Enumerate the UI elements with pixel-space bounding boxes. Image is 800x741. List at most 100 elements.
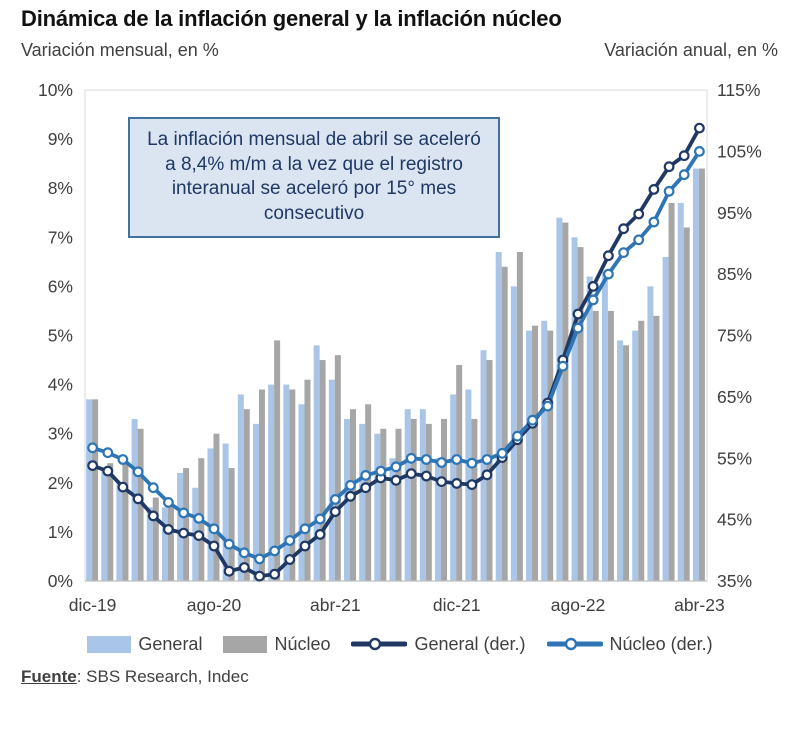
bar: [562, 222, 569, 581]
bar: [374, 433, 381, 581]
x-tick-label: abr-21: [310, 595, 361, 615]
bar: [441, 418, 447, 581]
bar: [268, 384, 275, 581]
data-point-marker: [633, 208, 645, 220]
y-right-tick-label: 115%: [717, 80, 760, 100]
data-point-marker: [238, 547, 250, 559]
source-text: : SBS Research, Indec: [76, 667, 249, 686]
bar: [577, 247, 584, 581]
data-point-marker: [527, 414, 538, 426]
nucleo-bar-swatch: [223, 635, 268, 653]
bar: [601, 271, 608, 581]
data-point-marker: [193, 530, 205, 541]
bar: [283, 384, 290, 581]
data-point-marker: [147, 510, 159, 522]
legend-marker: [369, 637, 382, 651]
data-point-marker: [314, 513, 326, 525]
bar: [380, 428, 387, 581]
data-point-marker: [360, 470, 372, 481]
bar: [662, 256, 669, 581]
markers-nucleo-der: [87, 145, 705, 565]
data-point-marker: [329, 506, 341, 518]
legend-item-nucleo: Núcleo: [223, 634, 330, 655]
bar: [617, 340, 624, 581]
y-right-tick-label: 95%: [717, 203, 752, 223]
bar: [456, 364, 463, 581]
bar: [450, 394, 457, 581]
bar: [425, 423, 432, 581]
data-point-marker: [405, 468, 417, 480]
y-left-tick-label: 8%: [48, 178, 73, 198]
legend-marker: [564, 637, 577, 651]
bar: [237, 394, 244, 581]
bar: [647, 286, 654, 581]
data-point-marker: [208, 523, 220, 535]
bar: [547, 330, 554, 581]
bar: [404, 409, 411, 581]
bar: [304, 379, 311, 581]
legend-label-general: General: [138, 633, 203, 654]
data-point-marker: [603, 250, 614, 262]
bar: [592, 310, 599, 581]
data-point-marker: [436, 457, 447, 468]
bar: [653, 315, 660, 581]
bar: [668, 202, 675, 581]
data-point-marker: [117, 481, 129, 493]
y-right-tick-label: 105%: [717, 141, 762, 161]
general-bar-swatch: [87, 635, 132, 653]
data-point-marker: [694, 145, 705, 157]
y-right-tick-label: 55%: [717, 448, 752, 468]
data-point-marker: [117, 454, 129, 465]
legend-item-nucleo-der: Núcleo (der.): [546, 633, 713, 655]
data-point-marker: [648, 183, 660, 195]
bar: [328, 379, 335, 581]
data-point-marker: [345, 479, 356, 491]
y-left-tick-label: 0%: [48, 571, 73, 591]
data-point-marker: [572, 308, 584, 320]
bar: [435, 458, 442, 581]
bar: [86, 399, 93, 581]
data-point-marker: [254, 570, 265, 582]
bar: [243, 409, 250, 581]
data-point-marker: [557, 360, 569, 372]
data-point-marker: [87, 442, 98, 454]
general-line-swatch: [351, 637, 408, 651]
bar: [410, 418, 417, 581]
data-point-marker: [178, 527, 190, 539]
data-point-marker: [678, 169, 690, 181]
bar: [571, 237, 578, 582]
data-point-marker: [162, 497, 174, 508]
y-right-tick-label: 75%: [717, 326, 752, 346]
annotation-box: La inflación mensual de abril se aceleró…: [128, 117, 500, 238]
data-point-marker: [694, 122, 705, 134]
data-point-marker: [132, 493, 144, 505]
legend-label-general-der: General (der.): [414, 633, 526, 654]
data-point-marker: [542, 400, 554, 412]
x-tick-label: ago-22: [551, 595, 606, 615]
data-point-marker: [481, 469, 493, 481]
data-point-marker: [102, 465, 114, 477]
right-axis-title: Variación anual, en %: [604, 40, 778, 60]
data-point-marker: [299, 540, 311, 552]
data-point-marker: [238, 562, 250, 573]
data-point-marker: [481, 454, 493, 465]
data-point-marker: [451, 478, 463, 489]
bar: [183, 468, 190, 581]
nucleo-line-swatch: [546, 637, 603, 651]
data-point-marker: [436, 476, 447, 488]
bar: [177, 472, 184, 581]
data-point-marker: [223, 565, 235, 577]
bar: [556, 217, 563, 581]
data-point-marker: [587, 281, 599, 292]
data-point-marker: [193, 513, 205, 524]
legend-label-nucleo-der: Núcleo (der.): [609, 633, 713, 654]
bar: [607, 310, 614, 581]
data-point-marker: [466, 457, 478, 469]
y-left-tick-label: 1%: [48, 522, 73, 542]
data-point-marker: [496, 447, 508, 459]
bar: [359, 423, 366, 581]
data-point-marker: [223, 538, 235, 550]
y-right-tick-label: 45%: [717, 510, 752, 530]
data-point-marker: [618, 223, 629, 235]
data-point-marker: [420, 470, 432, 482]
